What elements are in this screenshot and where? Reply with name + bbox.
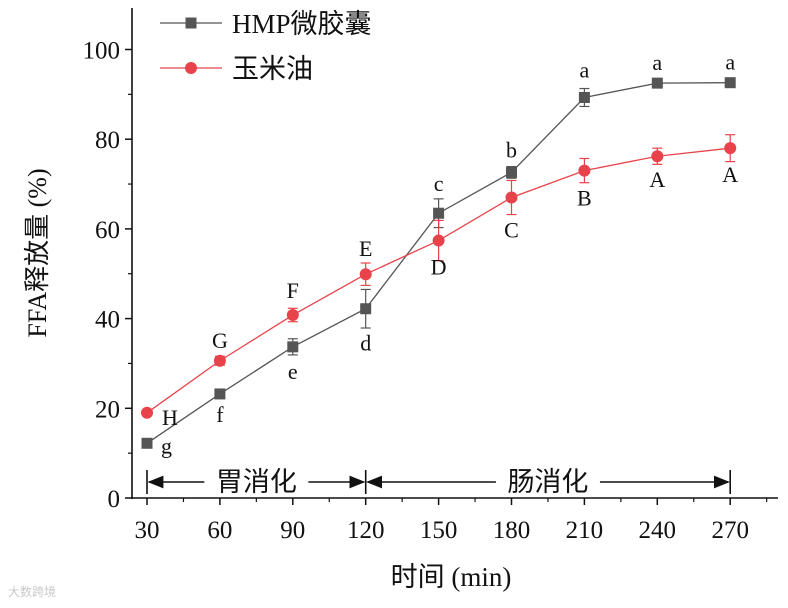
data-point bbox=[506, 166, 517, 178]
x-tick-label: 270 bbox=[711, 517, 749, 544]
significance-letter: F bbox=[287, 278, 299, 303]
data-point bbox=[433, 207, 445, 219]
significance-letter: a bbox=[652, 50, 662, 75]
y-axis-label: FFA释放量 (%) bbox=[23, 168, 52, 337]
legend-label: 玉米油 bbox=[232, 54, 313, 84]
significance-letter: A bbox=[649, 167, 665, 192]
legend-marker bbox=[185, 17, 197, 29]
data-point bbox=[724, 142, 737, 155]
significance-letter: E bbox=[359, 236, 372, 261]
significance-letter: B bbox=[577, 186, 592, 211]
significance-letter: a bbox=[725, 50, 735, 75]
data-point bbox=[578, 164, 591, 177]
data-point bbox=[287, 341, 299, 353]
watermark-text: 大数跨境 bbox=[8, 585, 57, 599]
data-point bbox=[360, 303, 372, 315]
significance-letter: e bbox=[288, 359, 298, 384]
data-point bbox=[213, 354, 226, 367]
plot-area: 0 20 40 60 80 100 30 60 90 120 150 180 210 240 270 胃消化 肠… bbox=[83, 8, 778, 544]
data-point bbox=[578, 91, 590, 103]
x-tick-label: 180 bbox=[493, 517, 531, 544]
significance-letter: a bbox=[580, 57, 590, 82]
x-tick-label: 150 bbox=[420, 517, 458, 544]
significance-letter: f bbox=[216, 402, 224, 427]
data-point bbox=[141, 406, 153, 419]
significance-letter: c bbox=[434, 171, 444, 196]
data-point bbox=[651, 77, 663, 89]
y-tick-label: 40 bbox=[95, 307, 120, 334]
y-tick-label: 100 bbox=[83, 38, 121, 65]
data-point bbox=[286, 309, 299, 322]
y-tick-label: 0 bbox=[108, 486, 121, 513]
data-point bbox=[432, 234, 445, 247]
data-point bbox=[505, 191, 518, 204]
y-tick-label: 60 bbox=[95, 217, 120, 244]
y-tick-label: 20 bbox=[95, 396, 120, 423]
legend-label: HMP微胶囊 bbox=[232, 9, 372, 39]
x-axis-label: 时间 (min) bbox=[391, 562, 512, 592]
y-tick-label: 80 bbox=[95, 127, 120, 154]
x-tick-label: 210 bbox=[566, 517, 604, 544]
significance-letter: C bbox=[504, 218, 519, 243]
significance-letter: g bbox=[161, 433, 172, 458]
legend-marker bbox=[185, 62, 197, 74]
data-point bbox=[214, 388, 226, 400]
significance-letter: A bbox=[722, 162, 738, 187]
phase-label: 肠消化 bbox=[507, 467, 588, 497]
significance-letter: d bbox=[360, 331, 371, 356]
significance-letter: H bbox=[162, 405, 178, 430]
x-tick-label: 90 bbox=[280, 517, 305, 544]
significance-letter: G bbox=[212, 328, 228, 353]
x-tick-label: 240 bbox=[639, 517, 677, 544]
data-point bbox=[651, 150, 664, 163]
phase-label: 胃消化 bbox=[216, 467, 297, 497]
x-tick-label: 60 bbox=[207, 517, 232, 544]
significance-letter: b bbox=[506, 137, 517, 162]
data-point bbox=[724, 77, 736, 89]
data-point bbox=[359, 268, 372, 281]
x-tick-label: 120 bbox=[347, 517, 385, 544]
significance-letter: D bbox=[431, 255, 447, 280]
data-point bbox=[141, 437, 153, 449]
x-tick-label: 30 bbox=[135, 517, 160, 544]
